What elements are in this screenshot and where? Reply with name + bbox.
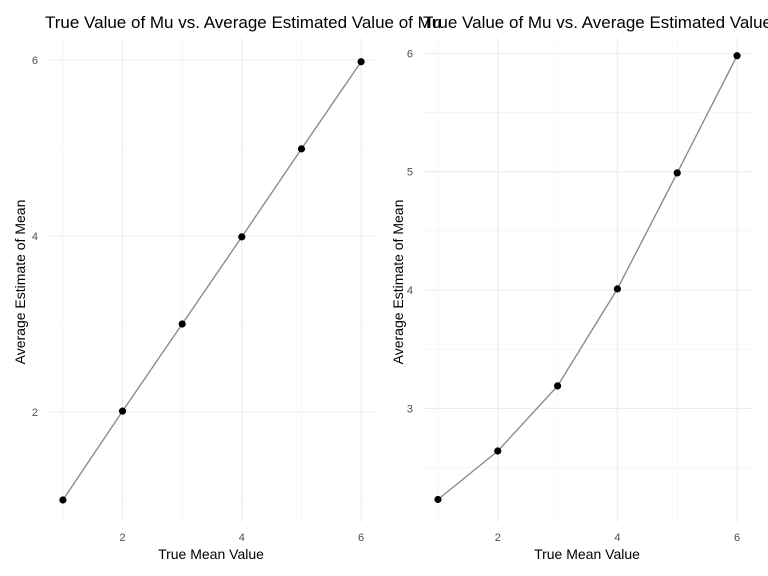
right-y-tick-label: 5 [407, 167, 413, 179]
right-data-point [733, 52, 741, 60]
left-y-tick-labels: 2 4 6 [32, 55, 38, 419]
left-data-point [59, 496, 67, 504]
left-x-tick-label: 6 [358, 532, 364, 544]
right-x-tick-labels: 2 4 6 [495, 532, 740, 544]
left-x-tick-label: 2 [119, 532, 125, 544]
left-y-tick-label: 4 [32, 231, 38, 243]
left-chart-title: True Value of Mu vs. Average Estimated V… [45, 13, 441, 32]
right-y-tick-labels: 3 4 5 6 [407, 48, 413, 415]
right-y-tick-label: 3 [407, 403, 413, 415]
left-data-point [178, 320, 186, 328]
left-x-tick-labels: 2 4 6 [119, 532, 364, 544]
right-x-tick-label: 4 [614, 532, 620, 544]
right-data-points [434, 52, 741, 504]
right-minor-gridlines [423, 38, 752, 522]
right-data-point [434, 495, 442, 504]
right-x-tick-label: 2 [495, 532, 501, 544]
right-major-gridlines [423, 38, 752, 522]
left-data-point [357, 58, 365, 66]
right-x-tick-label: 6 [734, 532, 740, 544]
left-major-gridlines [48, 38, 376, 522]
right-data-point [613, 285, 622, 293]
right-series-line [437, 55, 738, 501]
right-y-tick-label: 6 [407, 48, 413, 60]
left-x-axis-title: True Mean Value [158, 546, 264, 562]
left-y-tick-label: 6 [32, 55, 38, 67]
left-data-point [238, 233, 246, 241]
left-data-points [59, 58, 365, 504]
left-y-tick-label: 2 [32, 407, 38, 419]
right-data-point [494, 447, 502, 455]
right-data-point [553, 382, 562, 390]
right-y-axis-title: Average Estimate of Mean [390, 200, 406, 365]
right-chart-title: True Value of Mu vs. Average Estimated V… [423, 13, 768, 32]
left-data-point [118, 407, 127, 415]
left-chart-panel: 2 4 6 2 4 6 True Value of Mu vs. Average Est… [12, 13, 441, 562]
left-minor-gridlines [48, 38, 376, 522]
right-x-axis-title: True Mean Value [534, 546, 640, 562]
left-data-point [297, 145, 306, 153]
right-data-point [673, 169, 681, 177]
left-y-axis-title: Average Estimate of Mean [12, 200, 28, 365]
right-y-tick-label: 4 [407, 285, 413, 297]
left-x-tick-label: 4 [239, 532, 245, 544]
right-chart-panel: 2 4 6 3 4 5 6 True Value of Mu vs. Average Es… [390, 13, 768, 562]
left-series-line [62, 61, 362, 501]
